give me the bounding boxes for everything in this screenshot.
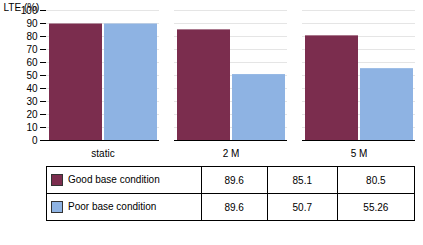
html-text:80.5: 80.5 — [366, 174, 386, 186]
html-text:Good base condition: Good base condition — [68, 173, 160, 185]
svg-text:10: 10 — [26, 122, 38, 133]
svg-text:70: 70 — [26, 44, 38, 55]
html-text:85.1: 85.1 — [292, 174, 312, 186]
svg-text:5 M: 5 M — [351, 148, 368, 159]
html-text:89.6: 89.6 — [224, 201, 244, 213]
svg-text:2 M: 2 M — [223, 148, 240, 159]
svg-text:20: 20 — [26, 109, 38, 120]
svg-text:LTE (%): LTE (%) — [4, 2, 40, 13]
svg-text:80: 80 — [26, 31, 38, 42]
html-text:Poor base condition: Poor base condition — [68, 200, 157, 212]
svg-text:0: 0 — [32, 135, 38, 146]
html-text:50.7: 50.7 — [292, 201, 312, 213]
svg-text:60: 60 — [26, 57, 38, 68]
html-text:89.6: 89.6 — [224, 174, 244, 186]
svg-text:30: 30 — [26, 96, 38, 107]
svg-text:static: static — [91, 148, 114, 159]
svg-text:40: 40 — [26, 83, 38, 94]
svg-text:50: 50 — [26, 70, 38, 81]
html-text:55.26: 55.26 — [363, 201, 389, 213]
svg-text:90: 90 — [26, 18, 38, 29]
